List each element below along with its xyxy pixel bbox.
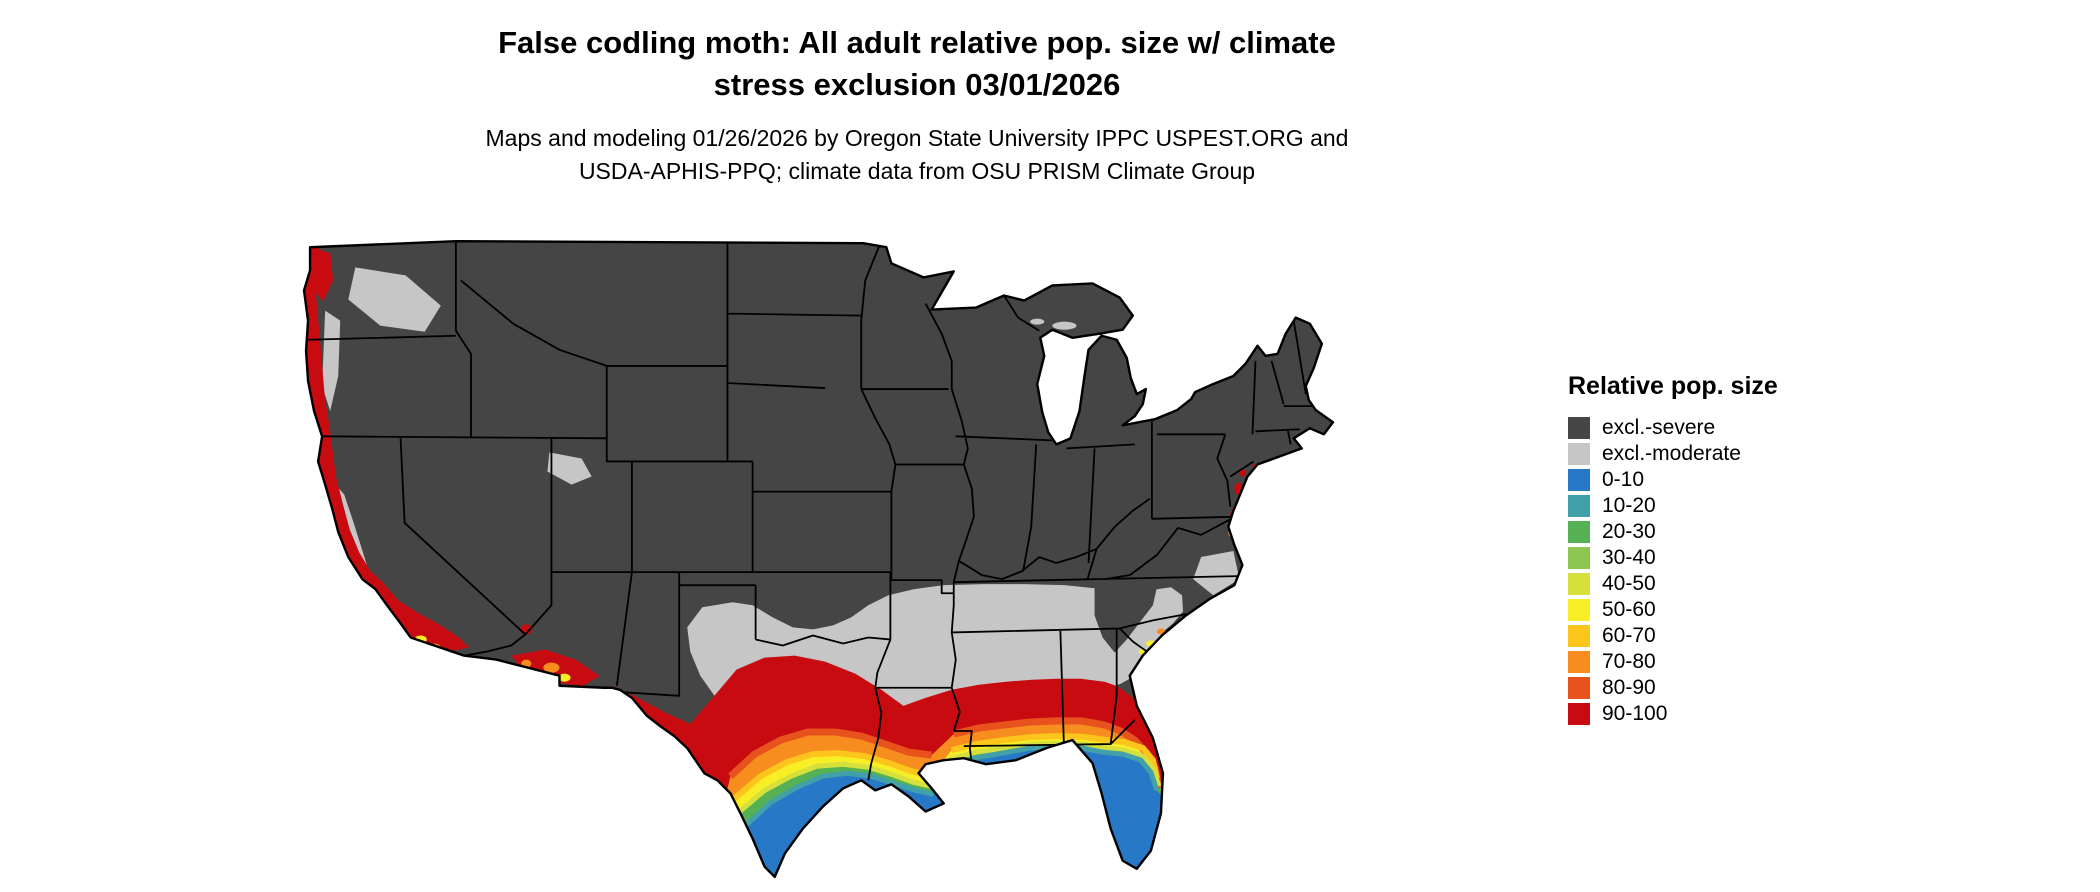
legend-label: 0-10 [1602, 468, 1645, 491]
moderate-region-washington [348, 267, 441, 332]
legend-label: 70-80 [1602, 650, 1656, 673]
band-60-70-line [732, 733, 1160, 801]
legend-label: 40-50 [1602, 572, 1656, 595]
legend-label: 90-100 [1602, 702, 1668, 725]
legend-swatch-70-80 [1568, 651, 1590, 673]
legend-row: 20-30 [1568, 519, 1868, 545]
band-10-20-line [742, 744, 1160, 829]
subtitle-line2: USDA-APHIS-PPQ; climate data from OSU PR… [578, 158, 1256, 184]
us-outline [302, 239, 1335, 879]
page-title-line2: stress exclusion 03/01/2026 [713, 67, 1121, 102]
figure-header: False codling moth: All adult relative p… [0, 22, 1834, 188]
legend-row: 40-50 [1568, 571, 1868, 597]
subtitle-line1: Maps and modeling 01/26/2026 by Oregon S… [485, 125, 1349, 151]
legend-row: 10-20 [1568, 493, 1868, 519]
legend-swatch-50-60 [1568, 599, 1590, 621]
legend-swatch-60-70 [1568, 625, 1590, 647]
legend-swatch-0-10 [1568, 469, 1590, 491]
map-legend: Relative pop. size excl.-severe excl.-mod… [1568, 372, 1868, 727]
socal-red-blob [376, 587, 469, 652]
moderate-region-michigan-up [1030, 318, 1077, 330]
legend-label: excl.-moderate [1602, 442, 1741, 465]
legend-label: 20-30 [1602, 520, 1656, 543]
legend-entries: excl.-severe excl.-moderate 0-10 10-20 20-30… [1568, 415, 1868, 727]
us-map [302, 239, 1335, 879]
moderate-region-oregon [322, 310, 341, 412]
state-borders [308, 242, 1312, 781]
page-title-line1: False codling moth: All adult relative p… [498, 25, 1336, 60]
legend-row: 80-90 [1568, 675, 1868, 701]
legend-row: excl.-severe [1568, 415, 1868, 441]
legend-row: 90-100 [1568, 701, 1868, 727]
legend-label: 80-90 [1602, 676, 1656, 699]
legend-swatch-80-90 [1568, 677, 1590, 699]
legend-swatch-20-30 [1568, 521, 1590, 543]
legend-row: 50-60 [1568, 597, 1868, 623]
legend-row: 60-70 [1568, 623, 1868, 649]
legend-swatch-excl.-severe [1568, 417, 1590, 439]
legend-swatch-30-40 [1568, 547, 1590, 569]
legend-swatch-40-50 [1568, 573, 1590, 595]
legend-row: 30-40 [1568, 545, 1868, 571]
figure-subtitle: Maps and modeling 01/26/2026 by Oregon S… [0, 122, 1834, 188]
legend-swatch-excl.-moderate [1568, 443, 1590, 465]
legend-row: 70-80 [1568, 649, 1868, 675]
legend-title: Relative pop. size [1568, 372, 1778, 400]
appalachian-severe-tongue [1094, 577, 1157, 653]
washington-red-blob [310, 247, 334, 302]
legend-label: excl.-severe [1602, 416, 1716, 439]
legend-label: 30-40 [1602, 546, 1656, 569]
legend-swatch-10-20 [1568, 495, 1590, 517]
legend-row: 0-10 [1568, 467, 1868, 493]
legend-label: 10-20 [1602, 494, 1656, 517]
moderate-region-utah [547, 452, 592, 485]
legend-swatch-90-100 [1568, 703, 1590, 725]
legend-label: 50-60 [1602, 598, 1656, 621]
moderate-region-carolina-coast [1193, 550, 1240, 596]
legend-label: 60-70 [1602, 624, 1656, 647]
legend-row: excl.-moderate [1568, 441, 1868, 467]
